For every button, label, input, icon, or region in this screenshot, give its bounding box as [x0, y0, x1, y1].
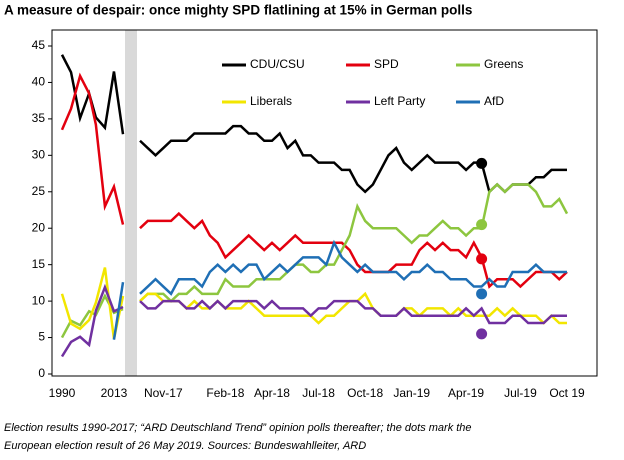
footnote: European election result of 26 May 2019.… — [4, 440, 366, 452]
x-tick-label: Jul-18 — [302, 386, 335, 400]
european-election-dot — [476, 328, 488, 340]
x-tick-label: 2013 — [101, 386, 128, 400]
poll-line — [139, 124, 567, 195]
y-tick-label: 15 — [32, 257, 46, 271]
y-tick-label: 0 — [38, 366, 45, 380]
poll-line — [139, 211, 568, 289]
legend-label: Liberals — [250, 94, 292, 108]
european-election-dot — [476, 288, 488, 300]
election-line — [60, 54, 125, 135]
x-tick-label: 1990 — [49, 386, 76, 400]
chart-title: A measure of despair: once mighty SPD fl… — [4, 3, 472, 18]
x-tick-label: Apr-19 — [448, 386, 484, 400]
election-line — [60, 267, 125, 340]
x-tick-label: Apr-18 — [254, 386, 290, 400]
election-line — [60, 72, 125, 225]
plot-frame — [51, 29, 598, 377]
x-tick-label: Feb-18 — [206, 386, 244, 400]
poll-line — [139, 182, 569, 303]
x-tick-label: Oct 19 — [549, 386, 585, 400]
separator-band — [125, 30, 137, 376]
legend-label: Left Party — [374, 94, 425, 108]
y-tick-label: 40 — [32, 75, 46, 89]
poll-line — [139, 291, 567, 325]
y-tick-label: 35 — [32, 111, 46, 125]
x-tick-label: Jul-19 — [504, 386, 537, 400]
legend-label: CDU/CSU — [250, 57, 305, 71]
y-tick-label: 20 — [32, 220, 46, 234]
y-tick-label: 5 — [38, 330, 45, 344]
election-line — [112, 281, 125, 340]
x-tick-label: Nov-17 — [144, 386, 183, 400]
footnote: Election results 1990-2017; “ARD Deutsch… — [4, 422, 472, 434]
x-tick-label: Jan-19 — [393, 386, 430, 400]
legend-label: AfD — [484, 94, 504, 108]
poll-line — [139, 299, 567, 325]
election-line — [60, 283, 124, 358]
y-tick-label: 30 — [32, 148, 46, 162]
european-election-dot — [476, 157, 488, 169]
legend-label: SPD — [374, 57, 399, 71]
y-tick-label: 10 — [32, 293, 46, 307]
european-election-dot — [476, 219, 488, 231]
legend-label: Greens — [484, 57, 523, 71]
poll-line — [139, 239, 567, 296]
y-tick-label: 25 — [32, 184, 46, 198]
x-tick-label: Oct-18 — [347, 386, 383, 400]
y-tick-label: 45 — [32, 38, 46, 52]
european-election-dot — [476, 253, 488, 265]
